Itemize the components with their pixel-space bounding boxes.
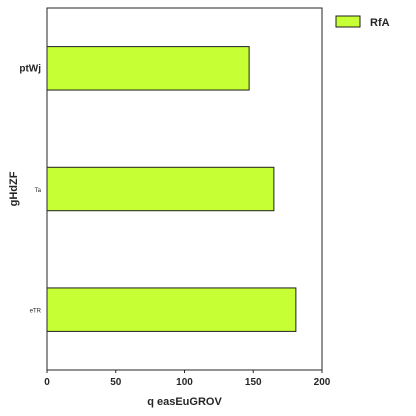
bar-ptWj <box>46 46 250 91</box>
legend-swatch <box>335 15 361 28</box>
y-tick-label: Ta <box>35 188 42 194</box>
legend-label: RfA <box>370 17 390 29</box>
x-tick-label: 150 <box>245 377 262 388</box>
x-tick-label: 200 <box>314 377 331 388</box>
x-tick-label: 100 <box>176 377 193 388</box>
y-tick-label: eTR <box>30 309 42 315</box>
x-tick-label: 0 <box>44 377 50 388</box>
legend: RfA <box>335 15 390 29</box>
y-axis-ticks: eTR Ta ptWj <box>19 63 41 314</box>
x-tick-label: 50 <box>110 377 122 388</box>
y-axis-title: gHdZF <box>8 171 20 206</box>
bars-group <box>46 46 297 332</box>
x-axis-ticks: 0 50 100 150 200 <box>44 370 331 388</box>
x-axis-title: q easEuGROV <box>147 396 222 408</box>
bar-Ta <box>46 166 275 212</box>
bar-eTR <box>46 287 297 332</box>
y-tick-label: ptWj <box>19 63 41 74</box>
